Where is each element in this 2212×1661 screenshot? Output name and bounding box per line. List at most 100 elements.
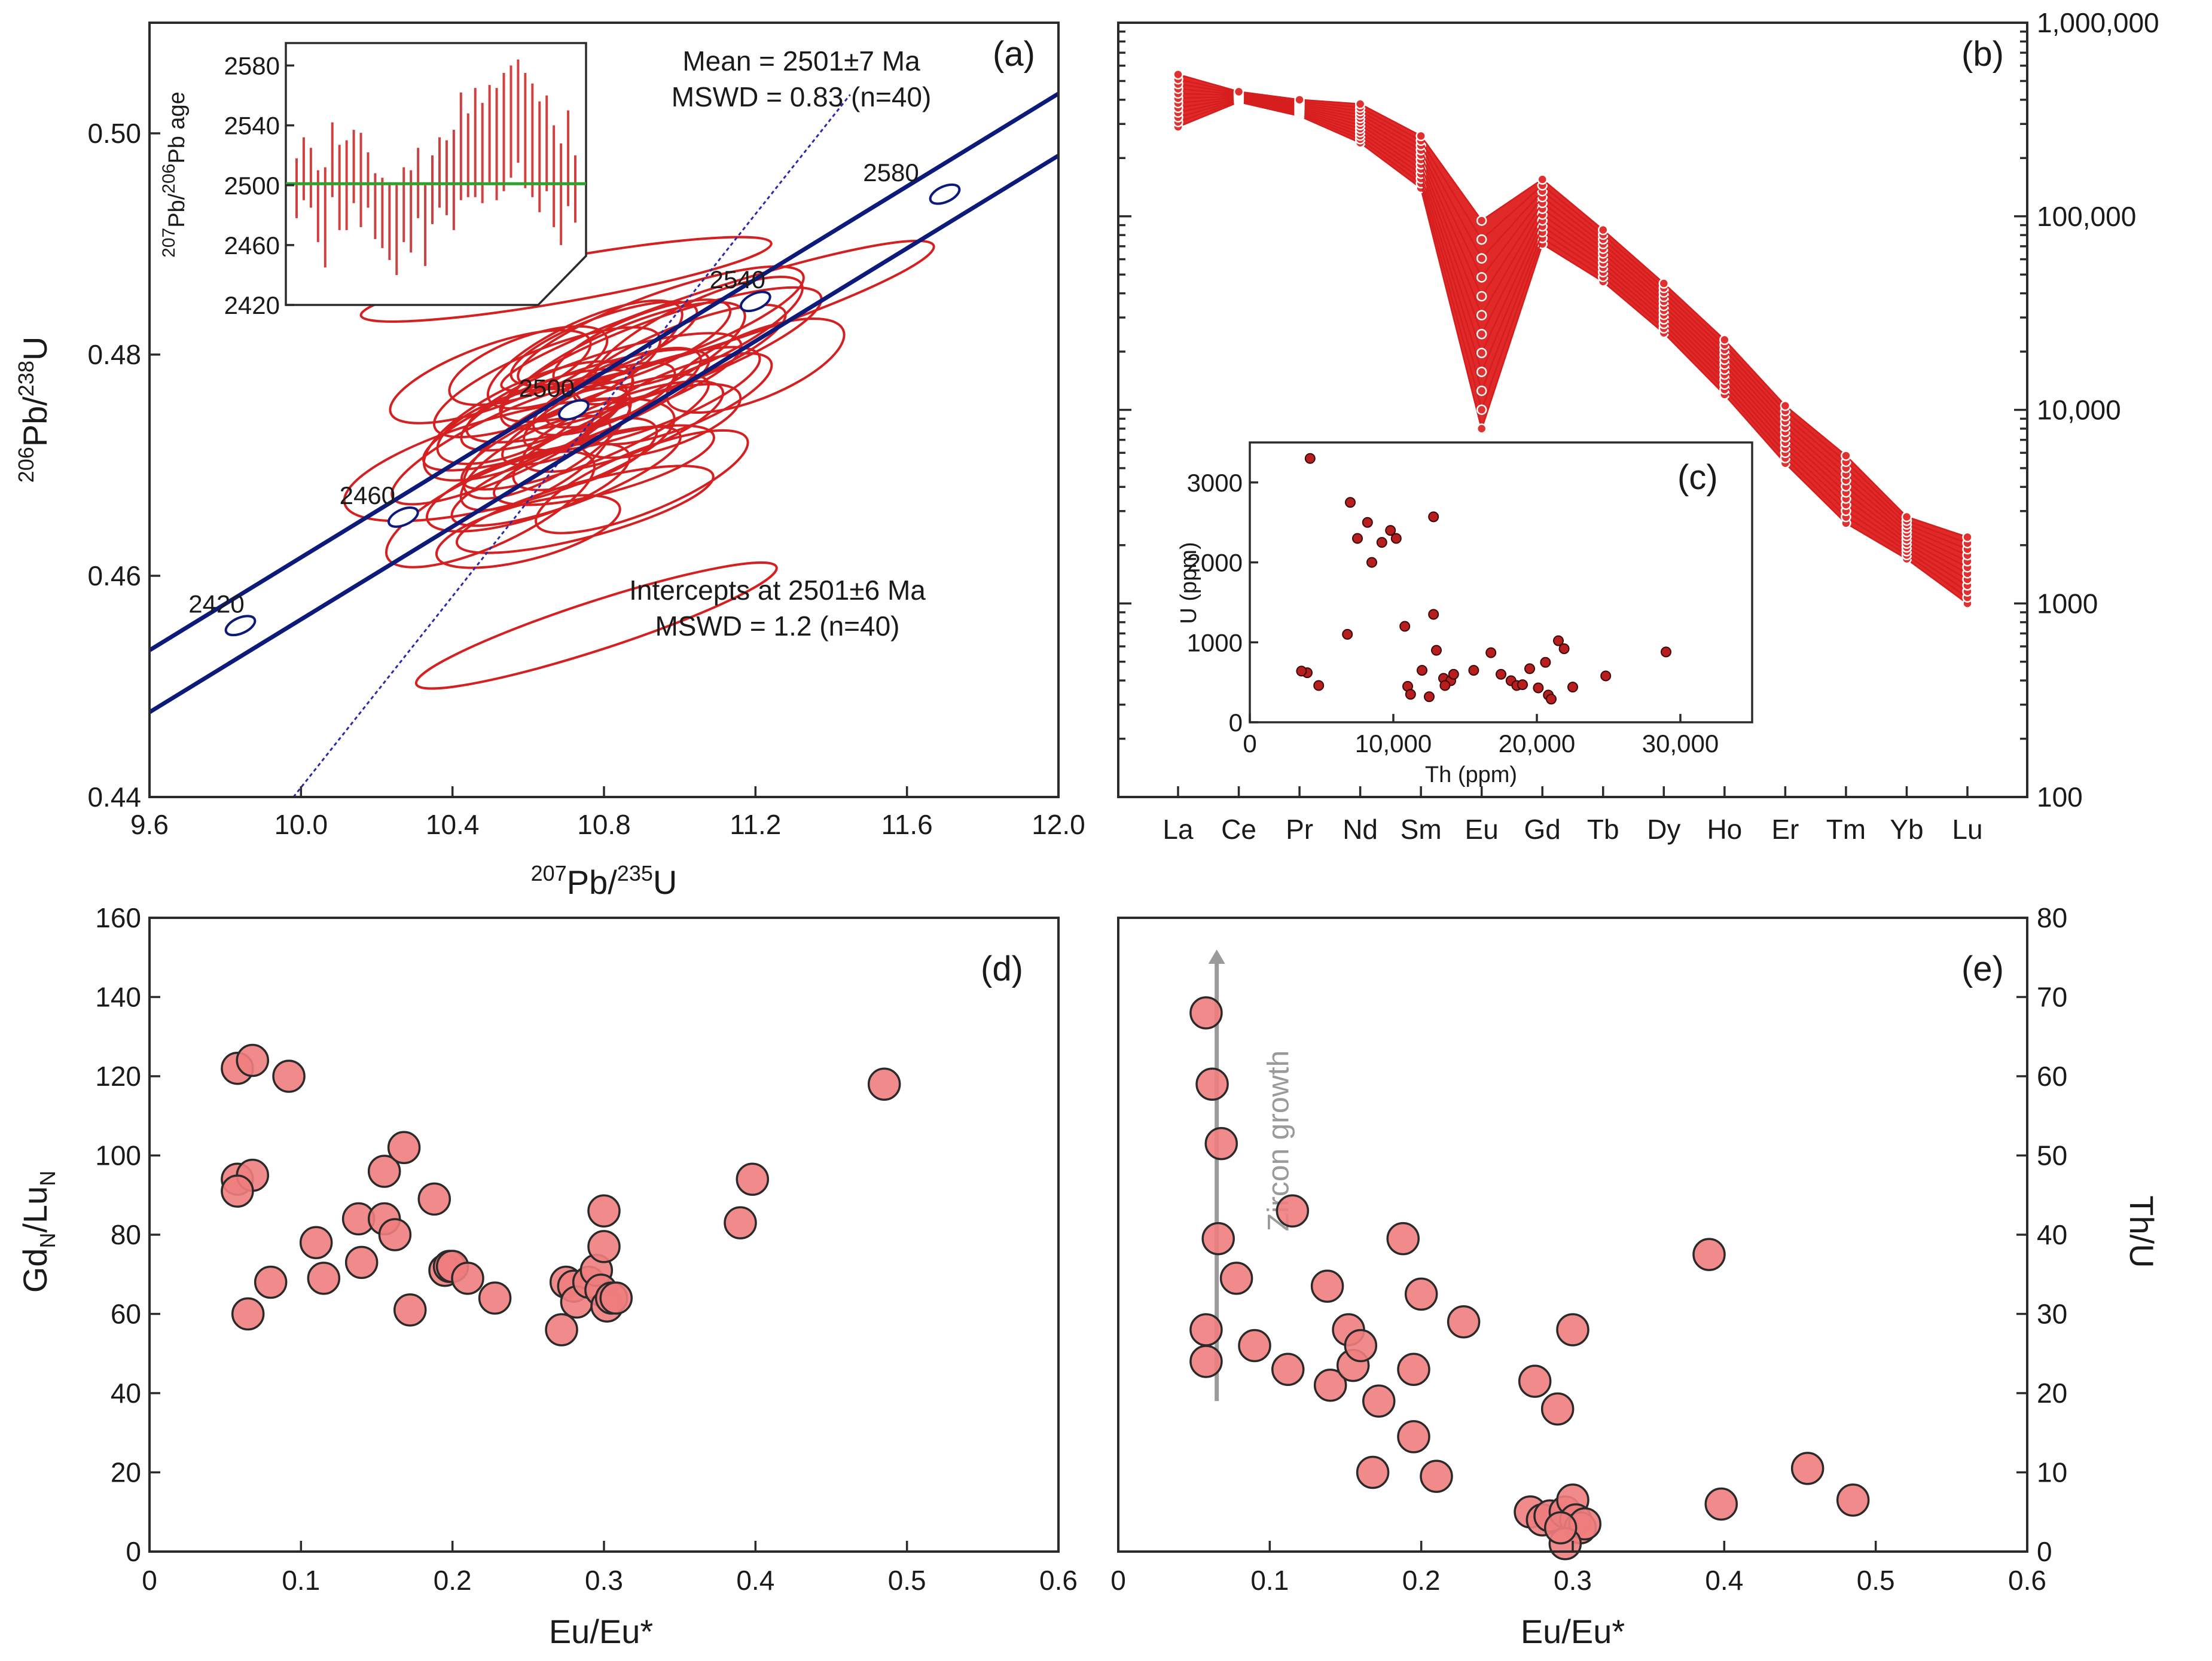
inset-c-x-axis-label: Th (ppm): [1425, 762, 1517, 787]
th-u-point-23: [1448, 668, 1459, 680]
th-u-point-2: [1345, 497, 1356, 508]
th-u-point-18: [1424, 691, 1435, 703]
th-u-point-39: [1661, 646, 1671, 658]
th-u-point-8: [1390, 533, 1402, 544]
ree-point-Eu-1: [1476, 423, 1487, 434]
panel-d-point-37: [736, 1162, 770, 1196]
panel-d-x-tick-0: 0: [142, 1565, 157, 1596]
th-u-point-17: [1417, 665, 1427, 676]
panel-e-x-tick-0.1: 0.1: [1250, 1565, 1289, 1596]
panel-e-point-30: [1556, 1313, 1589, 1346]
panel-d-point-24: [545, 1313, 578, 1346]
panel-a-x-tick-10.0: 10.0: [274, 809, 328, 840]
th-u-point-24: [1468, 665, 1479, 676]
th-u-point-34: [1546, 694, 1557, 705]
mean-age-annotation: Mean = 2501±7 Ma: [682, 45, 920, 77]
panel-e-x-tick-0.6: 0.6: [2008, 1565, 2046, 1596]
ree-point-Nd-12: [1354, 99, 1366, 109]
ree-point-Eu-10: [1476, 253, 1487, 264]
ree-point-Er-12: [1780, 400, 1791, 411]
ree-point-Eu-12: [1476, 215, 1487, 226]
panel-b-x-tick-Yb: Yb: [1890, 814, 1923, 845]
panel-e-x-tick-0.2: 0.2: [1402, 1565, 1441, 1596]
inset-c-y-axis-label: U (ppm): [1176, 542, 1201, 624]
ree-pattern-line-4: [1177, 98, 1968, 587]
panel-e-point-36: [1543, 1511, 1578, 1544]
mean-mswd-annotation: MSWD = 0.83 (n=40): [672, 81, 932, 112]
panel-a-label: (a): [993, 35, 1035, 74]
ree-pattern-line-5: [1177, 97, 1968, 581]
panel-d-point-31: [587, 1230, 621, 1263]
ree-point-La-12: [1173, 69, 1183, 80]
error-ellipse-30: [455, 465, 715, 554]
panel-d-x-axis-label: Eu/Eu*: [549, 1613, 653, 1650]
panel-d-label: (d): [981, 949, 1023, 988]
intercept-mswd-annotation: MSWD = 1.2 (n=40): [655, 610, 899, 642]
panel-d-point-17: [393, 1293, 427, 1327]
ree-point-Gd-12: [1537, 174, 1548, 185]
ree-pattern-line-8: [1177, 93, 1968, 562]
panel-e-point-6: [1189, 1313, 1223, 1346]
panel-d-point-12: [344, 1245, 379, 1280]
panel-b-x-tick-Sm: Sm: [1401, 814, 1442, 845]
panel-d-point-3: [272, 1060, 306, 1093]
panel-a-concordia: 2420 2460 2500 2540 2580 9.6 10.0 10.4 10.8 11.2…: [14, 22, 1085, 901]
panel-b-label: (b): [1961, 35, 2004, 74]
panel-d-point-6: [221, 1174, 254, 1208]
panel-a-y-tick-0.46: 0.46: [87, 560, 141, 591]
ree-point-Eu-3: [1476, 385, 1487, 396]
discordia-line: [292, 94, 851, 797]
panel-d-y-tick-60: 60: [111, 1299, 141, 1330]
panel-e-point-2: [1195, 1067, 1229, 1101]
ree-point-Eu-9: [1476, 272, 1487, 283]
ree-pattern-line-11: [1177, 78, 1968, 544]
panel-e-y-tick-50: 50: [2037, 1140, 2067, 1171]
panel-a-inset-age-plot: 2420 2460 2500 2540 2580 207Pb/206Pb age: [159, 42, 587, 319]
panel-e-x-tick-0: 0: [1110, 1565, 1126, 1596]
error-ellipse-40: [448, 325, 609, 407]
th-u-point-31: [1533, 682, 1544, 694]
panel-d-y-tick-120: 120: [95, 1061, 141, 1092]
inset-y-tick-2420: 2420: [224, 291, 280, 319]
concordia-age-label-2420: 2420: [188, 590, 244, 618]
th-u-point-35: [1553, 635, 1564, 646]
panel-d-y-tick-0: 0: [126, 1536, 141, 1567]
panel-e-x-tick-0.4: 0.4: [1705, 1565, 1743, 1596]
th-u-point-16: [1405, 689, 1416, 700]
panel-a-y-axis-label: 206Pb/238U: [14, 337, 54, 483]
inset-c-x-tick-0: 0: [1243, 729, 1256, 758]
panel-d-y-tick-20: 20: [111, 1457, 141, 1488]
panel-e-point-28: [1540, 1392, 1575, 1426]
panel-e-point-19: [1397, 1352, 1430, 1386]
concordia-marker-2500: [557, 399, 590, 421]
panel-e-x-tick-0.5: 0.5: [1857, 1565, 1895, 1596]
panel-b-y-tick-1000: 1000: [2037, 588, 2098, 619]
error-ellipse-17: [385, 450, 596, 569]
th-u-point-38: [1600, 670, 1612, 682]
panel-a-y-tick-0.48: 0.48: [87, 339, 141, 370]
panel-d-x-tick-0.2: 0.2: [434, 1565, 472, 1596]
panel-d-point-2: [236, 1043, 270, 1077]
panel-d-y-axis-label: GdN/LuN: [16, 1171, 60, 1293]
panel-e-y-tick-10: 10: [2037, 1457, 2067, 1488]
ree-pattern-line-3: [1177, 99, 1968, 593]
panel-e-point-21: [1397, 1420, 1430, 1454]
concordia-marker-2420: [224, 615, 257, 637]
panel-e-y-tick-80: 80: [2037, 902, 2067, 933]
panel-d-point-8: [254, 1265, 288, 1299]
panel-d-point-36: [724, 1206, 757, 1239]
panel-d-x-tick-0.1: 0.1: [282, 1565, 320, 1596]
panel-e-point-12: [1313, 1369, 1347, 1402]
inset-c-x-tick-20,000: 20,000: [1499, 729, 1575, 758]
panel-b-x-tick-Pr: Pr: [1286, 814, 1313, 845]
panel-d-point-38: [867, 1067, 901, 1101]
panel-e-point-39: [1790, 1452, 1824, 1485]
panel-b-x-tick-Dy: Dy: [1647, 814, 1680, 845]
panel-e-x-tick-0.3: 0.3: [1554, 1565, 1592, 1596]
error-ellipse-19: [593, 275, 804, 390]
error-ellipse-29: [666, 317, 846, 414]
panel-d-point-15: [378, 1218, 412, 1251]
panel-a-y-tick-0.50: 0.50: [87, 118, 141, 149]
panel-a-x-axis-label: 207Pb/235U: [531, 861, 678, 901]
panel-d-point-7: [231, 1297, 265, 1331]
